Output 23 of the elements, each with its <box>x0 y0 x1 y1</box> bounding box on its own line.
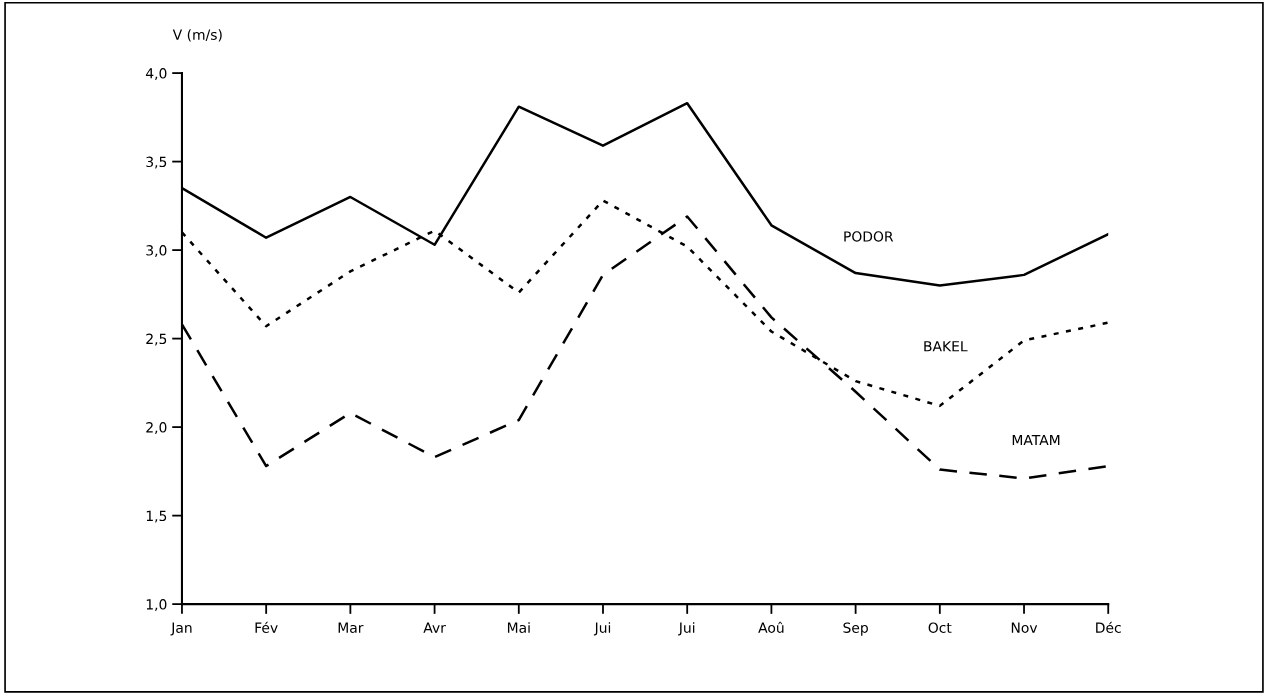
x-tick-label: Jan <box>170 622 192 636</box>
series-label: PODOR <box>844 231 894 242</box>
y-tick-label: 1,5 <box>146 510 167 523</box>
x-tick-label: Aoû <box>758 621 784 633</box>
y-tick-label: 4,0 <box>145 68 167 80</box>
y-tick-label: 1,0 <box>146 599 167 612</box>
x-tick-label: Jui <box>593 622 611 636</box>
x-tick-label: Fév <box>255 621 278 633</box>
y-tick-label: 3,5 <box>146 156 167 169</box>
x-tick-label: Oct <box>928 622 952 633</box>
y-tick-label: 2,0 <box>146 422 167 434</box>
x-tick-label: Mar <box>338 622 364 633</box>
x-tick-label: Avr <box>423 622 446 633</box>
series-label: BAKEL <box>924 341 968 352</box>
y-tick-label: 2,5 <box>146 333 167 346</box>
x-tick-label: Déc <box>1096 621 1121 633</box>
x-tick-label: Sep <box>843 622 868 636</box>
y-axis-title: V (m/s) <box>172 29 222 42</box>
text: MATAM <box>1012 434 1060 446</box>
x-tick-label: Jui <box>678 622 695 636</box>
y-tick-label: 3,0 <box>146 245 167 257</box>
x-tick-label: Nov <box>1011 622 1038 633</box>
x-tick-label: Mai <box>507 622 530 633</box>
